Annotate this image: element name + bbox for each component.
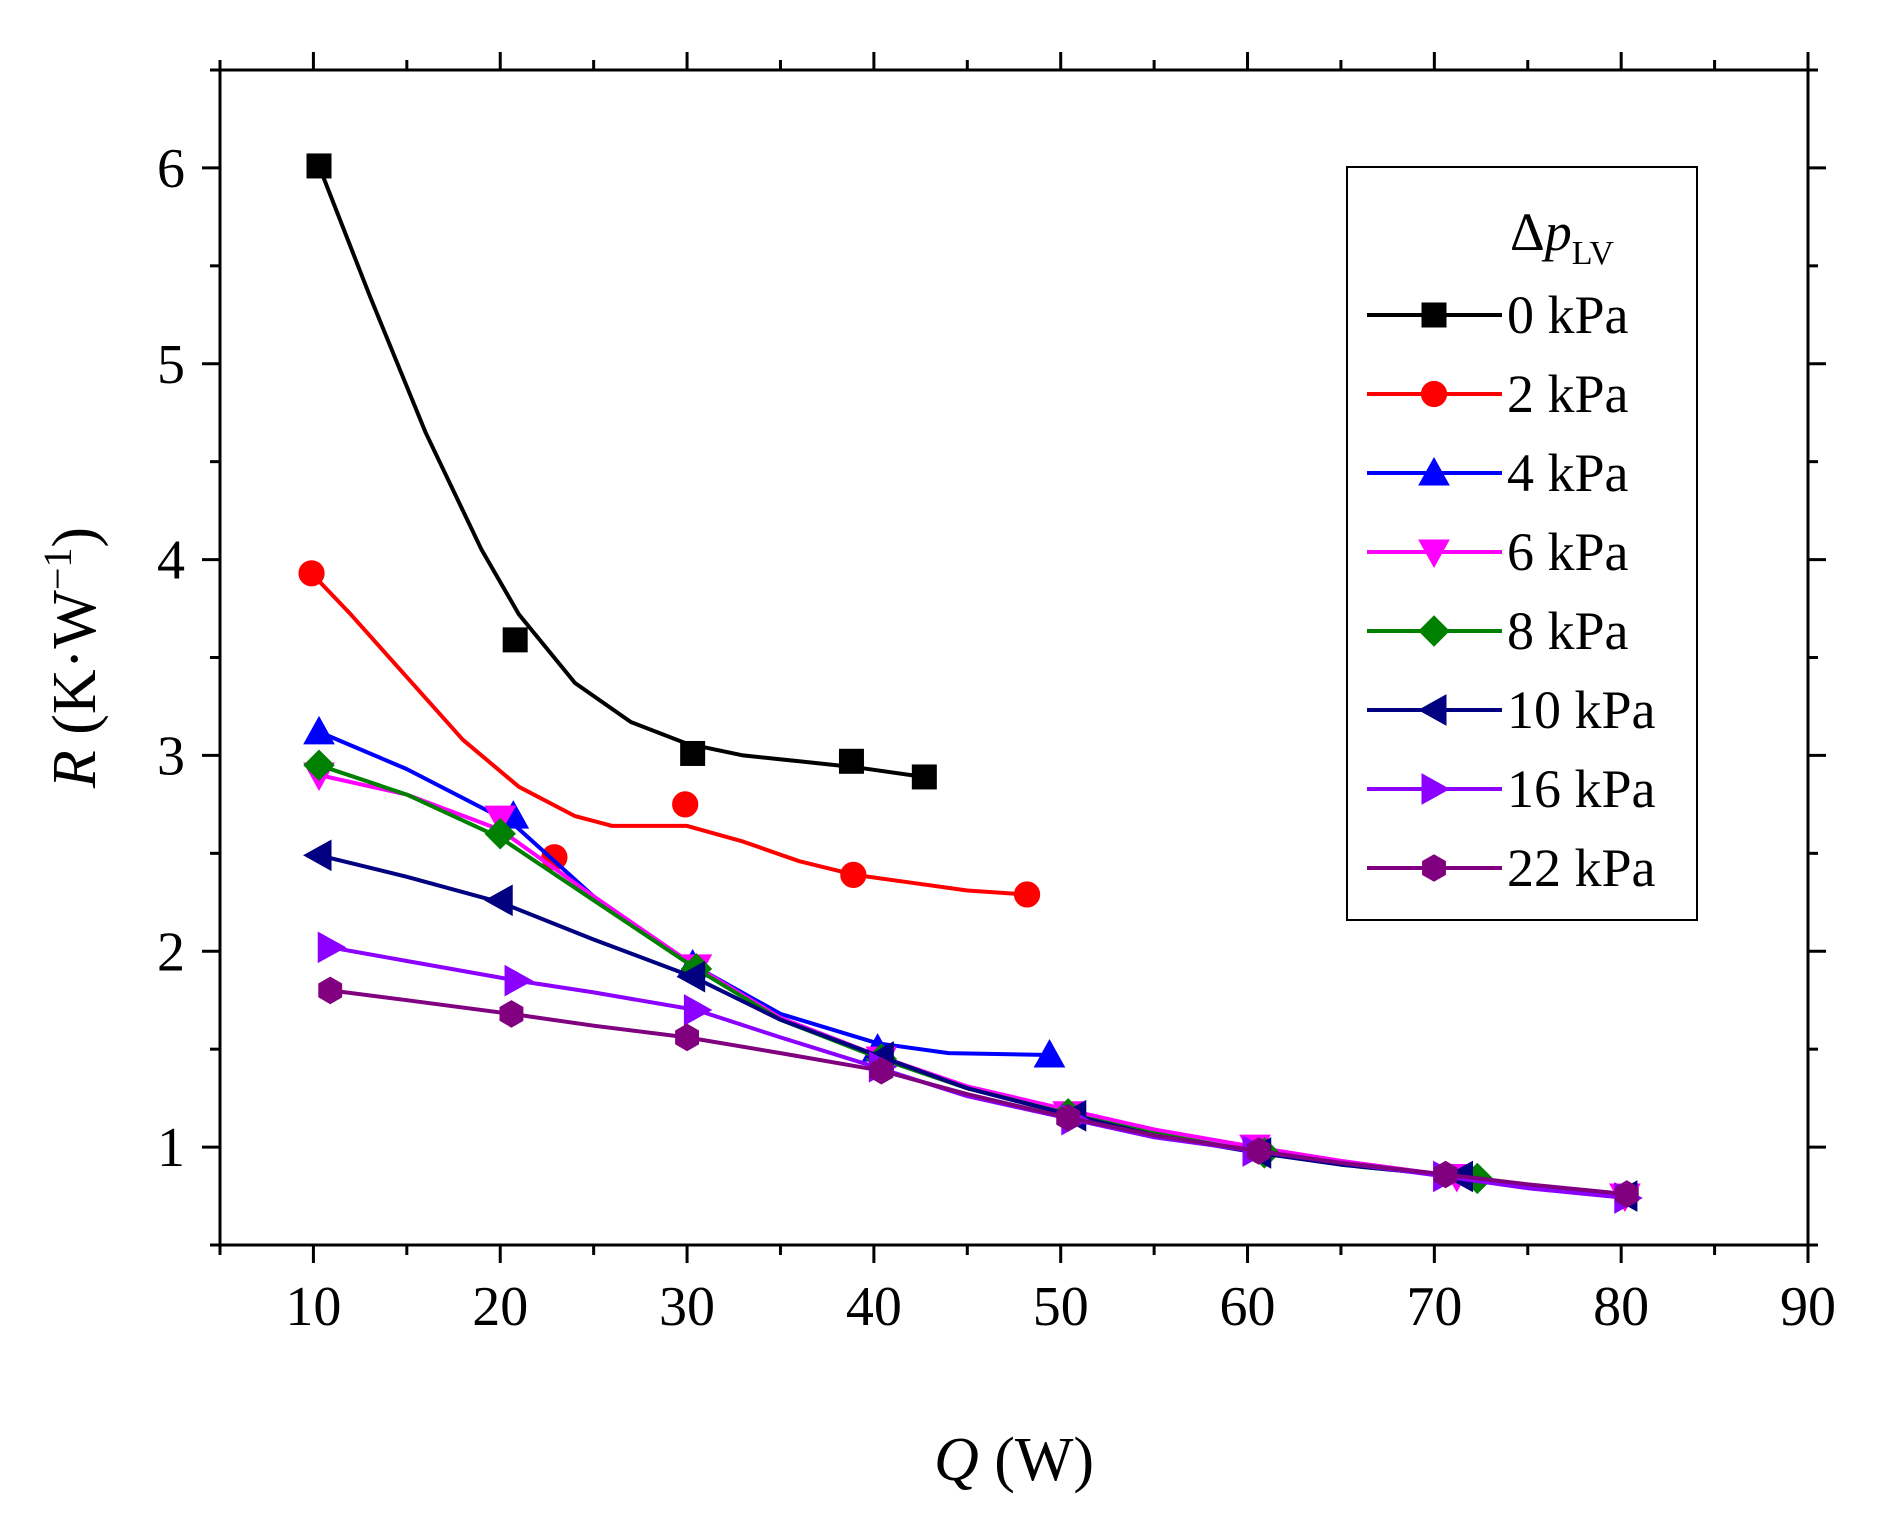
legend-label-4-kpa: 4 kPa [1507,443,1629,503]
series-line-22-kpa [328,988,1629,1197]
data-point-2-kpa [672,791,699,818]
series-22-kpa [318,976,1639,1208]
data-point-22-kpa [869,1056,894,1085]
legend-item-16-kpa: 16 kPa [1367,759,1656,819]
data-point-16-kpa [683,994,713,1026]
y-tick-label: 4 [157,530,185,592]
legend: ΔpLV 0 kPa 2 kPa 4 kPa 6 kPa 8 kPa 10 kPa 16 kP… [1346,166,1698,921]
legend-marker-10-kpa [1417,694,1447,726]
data-point-22-kpa [318,976,343,1005]
legend-label-8-kpa: 8 kPa [1507,601,1629,661]
data-point-10-kpa [676,960,706,993]
legend-marker-6-kpa [1418,539,1450,569]
legend-item-10-kpa: 10 kPa [1367,680,1656,740]
series-layer [298,153,1643,1214]
x-tick-label: 50 [1033,1276,1089,1338]
x-tick-label: 40 [846,1276,902,1338]
y-tick-label: 2 [157,921,185,983]
legend-box [1346,166,1698,921]
data-point-0-kpa [306,153,332,179]
data-point-16-kpa [317,931,347,964]
legend-marker-22-kpa [1422,854,1446,882]
x-tick-label: 60 [1220,1276,1276,1338]
y-tick-label: 5 [157,334,185,396]
legend-item-0-kpa: 0 kPa [1367,285,1629,345]
y-tick-label: 3 [157,725,185,787]
legend-label-22-kpa: 22 kPa [1507,838,1656,898]
data-point-8-kpa [484,818,516,850]
data-point-0-kpa [838,748,864,774]
data-point-10-kpa [302,839,332,872]
x-tick-label: 90 [1780,1276,1836,1338]
legend-item-6-kpa: 6 kPa [1367,522,1629,582]
legend-label-2-kpa: 2 kPa [1507,364,1629,424]
data-point-0-kpa [680,740,706,766]
y-tick-label: 1 [157,1117,185,1179]
data-point-22-kpa [1614,1180,1639,1208]
data-point-22-kpa [1246,1137,1271,1165]
data-point-10-kpa [484,884,513,917]
series-0-kpa [306,153,937,790]
legend-marker-4-kpa [1418,456,1450,486]
legend-marker-0-kpa [1421,302,1447,328]
legend-title: ΔpLV [1510,202,1614,272]
data-point-22-kpa [1433,1160,1458,1189]
x-tick-label: 80 [1593,1276,1649,1338]
x-axis-title: Q (W) [934,1426,1094,1494]
data-point-2-kpa [1013,881,1041,908]
series-2-kpa [298,560,1041,908]
legend-label-10-kpa: 10 kPa [1507,680,1656,740]
x-tick-label: 30 [659,1276,715,1338]
legend-item-2-kpa: 2 kPa [1367,364,1629,424]
legend-marker-16-kpa [1421,773,1451,805]
axes: 10 20 30 40 50 60 70 80 90 1 2 3 4 5 6 Q (W) R (K·W−1) [35,52,1836,1494]
data-point-16-kpa [504,964,534,997]
data-point-4-kpa [303,715,335,745]
data-point-0-kpa [911,764,937,790]
legend-item-8-kpa: 8 kPa [1367,601,1629,661]
data-point-2-kpa [298,560,325,587]
data-point-22-kpa [499,1000,524,1028]
x-tick-label: 10 [285,1276,341,1338]
series-line-0-kpa [317,164,927,779]
data-point-4-kpa [1033,1039,1066,1068]
legend-item-4-kpa: 4 kPa [1367,443,1629,503]
legend-label-16-kpa: 16 kPa [1507,759,1656,819]
data-point-22-kpa [675,1023,699,1052]
x-tick-label: 70 [1406,1276,1462,1338]
legend-marker-8-kpa [1418,615,1450,647]
legend-label-0-kpa: 0 kPa [1507,285,1629,345]
legend-marker-2-kpa [1420,380,1448,408]
data-point-0-kpa [502,627,528,653]
legend-label-6-kpa: 6 kPa [1507,522,1629,582]
x-tick-label: 20 [472,1276,528,1338]
y-tick-label: 6 [157,138,185,200]
data-point-22-kpa [1056,1103,1081,1132]
y-axis-title: R (K·W−1) [35,527,109,789]
legend-item-22-kpa: 22 kPa [1367,838,1656,898]
data-point-2-kpa [840,861,867,888]
data-point-8-kpa [303,749,335,781]
series-line-2-kpa [309,571,1030,897]
